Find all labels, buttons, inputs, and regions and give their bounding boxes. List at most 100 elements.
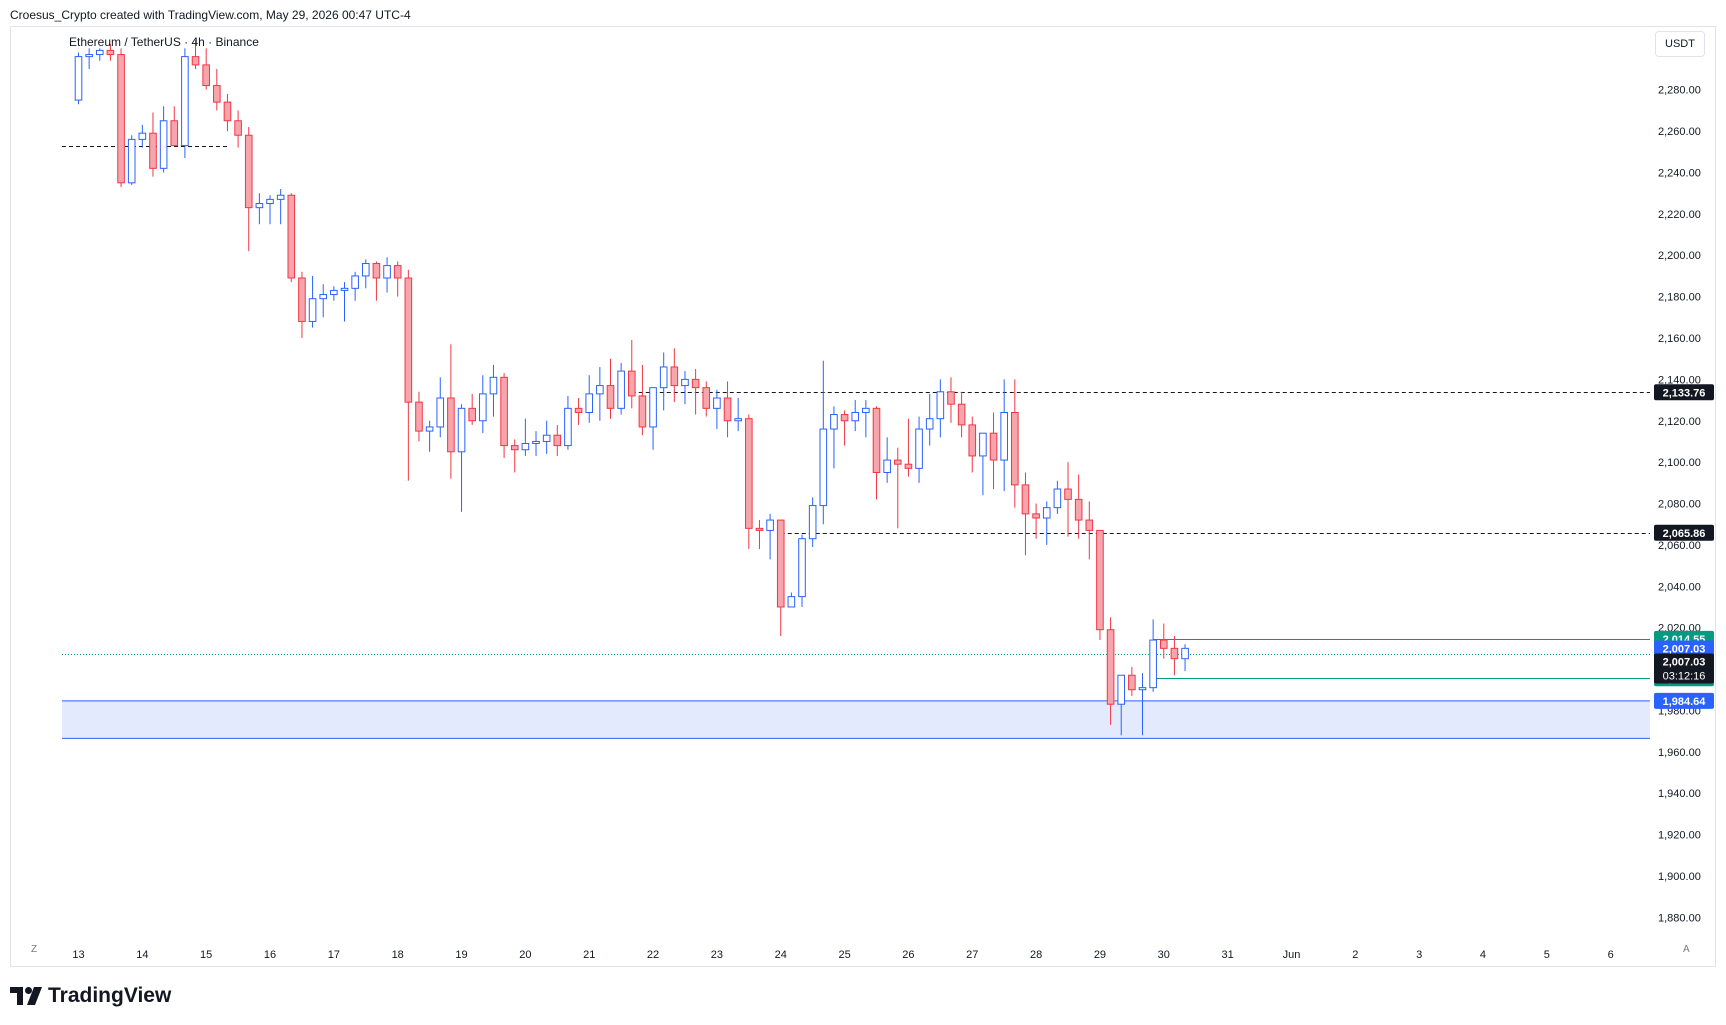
candle [745, 414, 753, 550]
candle-body [766, 519, 774, 531]
candle [542, 420, 551, 454]
candle [298, 271, 306, 338]
candle-body [1128, 674, 1136, 691]
candle [1021, 472, 1030, 556]
candle-body [149, 132, 157, 169]
candle-body [872, 407, 881, 473]
candle [95, 48, 104, 61]
y-tick-label: 2,140.00 [1658, 374, 1701, 386]
level-price-tag-text: 2,065.86 [1663, 528, 1706, 540]
candle-body [489, 376, 498, 395]
candle [989, 412, 998, 490]
candle-body [159, 120, 168, 169]
candle-body [1032, 513, 1040, 519]
candle [649, 387, 657, 450]
candle-body [904, 463, 913, 469]
candles-layer [74, 40, 1189, 736]
candle-body [95, 49, 104, 56]
candle-body [659, 366, 668, 389]
candle [1128, 666, 1136, 696]
level-price-tag: 2,133.76 [1654, 384, 1714, 401]
tradingview-logo-text: TradingView [48, 984, 172, 1007]
y-tick-label: 2,120.00 [1658, 416, 1701, 428]
x-tick-label: 31 [1221, 949, 1233, 961]
candle-body [340, 287, 349, 291]
candle [1181, 644, 1189, 672]
candle [1085, 501, 1094, 560]
candle-body [627, 370, 636, 397]
candle-body [85, 54, 93, 58]
candle [734, 398, 742, 432]
candle [308, 275, 317, 328]
candle-body [840, 414, 849, 422]
x-tick-label: 15 [200, 949, 212, 961]
candle [340, 282, 349, 322]
y-tick-label: 2,100.00 [1658, 457, 1701, 469]
demand-zone-layer [62, 700, 1650, 739]
candle-body [915, 428, 923, 469]
currency-selector[interactable]: USDT [1655, 31, 1705, 57]
candle-body [138, 132, 147, 140]
x-tick-label: 19 [455, 949, 467, 961]
candle [372, 261, 381, 301]
candle-body [702, 387, 711, 409]
candle [159, 106, 168, 173]
candle [1117, 674, 1126, 736]
levels-layer [62, 146, 1650, 679]
chart-frame [10, 26, 1716, 967]
candle-body [893, 459, 902, 465]
candle [532, 431, 540, 456]
candle [74, 52, 83, 105]
attribution-text: Croesus_Crypto created with TradingView.… [10, 8, 411, 22]
current-price-text: 2,007.03 [1663, 656, 1706, 668]
candle-body [298, 277, 306, 322]
candle-body [127, 138, 136, 184]
candle [574, 398, 583, 425]
candle [872, 406, 881, 500]
candle-body [1042, 507, 1051, 519]
candle-body [181, 56, 189, 147]
candle-body [106, 49, 115, 56]
candle-body [691, 378, 700, 389]
candle-body [808, 505, 817, 540]
x-tick-label: 25 [838, 949, 850, 961]
candle [234, 110, 242, 148]
candle-body [1170, 647, 1179, 660]
candle [627, 340, 636, 409]
candle-body [638, 395, 647, 428]
candle [723, 381, 732, 438]
y-tick-label: 2,280.00 [1658, 85, 1701, 97]
x-tick-label: 17 [328, 949, 340, 961]
candle [393, 261, 402, 297]
candle-body [234, 120, 242, 136]
candle-body [936, 391, 945, 420]
x-tick-label: 23 [711, 949, 723, 961]
candle [127, 135, 136, 185]
x-tick-label: 22 [647, 949, 659, 961]
candle-body [1085, 519, 1094, 531]
x-tick-label: 18 [392, 949, 404, 961]
y-tick-label: 2,160.00 [1658, 333, 1701, 345]
candle [276, 189, 285, 225]
candle-body [1074, 498, 1083, 521]
y-tick-label: 2,080.00 [1658, 499, 1701, 511]
candle-body [383, 265, 391, 279]
z-button[interactable]: Z [31, 944, 38, 955]
candle-body [447, 397, 455, 453]
x-tick-label: 4 [1480, 949, 1486, 961]
x-axis: 13 14 15 16 17 18 19 20 21 22 23 24 25 26 27 28 29 30 31 Ju… [72, 949, 1613, 961]
candle-body [479, 393, 487, 422]
candle [702, 381, 711, 417]
price-labels-layer: 2,133.762,065.862,014.551,995.562,007.03… [1654, 384, 1714, 709]
candle [1074, 474, 1083, 539]
auto-scale-button[interactable]: A [1683, 944, 1690, 955]
tradingview-logo[interactable]: TradingView [10, 984, 171, 1008]
level-price-tag: 2,065.86 [1654, 524, 1714, 541]
y-tick-label: 1,940.00 [1658, 788, 1701, 800]
candle [968, 416, 977, 473]
y-tick-label: 2,240.00 [1658, 167, 1701, 179]
candle-body [1159, 639, 1168, 649]
candle-body [521, 443, 530, 451]
candle-body [574, 407, 583, 413]
